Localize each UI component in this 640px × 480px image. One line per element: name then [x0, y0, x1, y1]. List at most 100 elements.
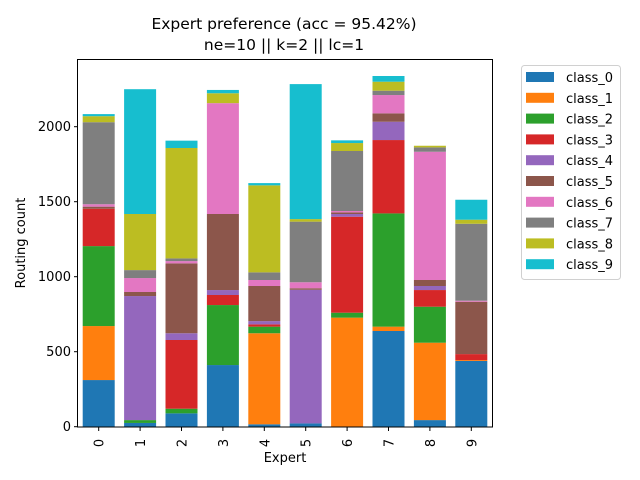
legend-swatch-class_3	[526, 134, 554, 145]
bar-segment-expert-6-class_6	[331, 211, 364, 213]
x-tick-label: 7	[383, 439, 398, 447]
legend-swatch-class_4	[526, 155, 554, 166]
x-tick-label: 4	[258, 439, 273, 447]
bar-segment-expert-4-class_5	[248, 286, 281, 322]
bar-segment-expert-6-class_5	[331, 212, 364, 214]
bar-segment-expert-4-class_6	[248, 280, 281, 286]
bar-segment-expert-9-class_7	[455, 223, 488, 301]
legend-label-class_1: class_1	[566, 92, 613, 107]
bar-segment-expert-6-class_8	[331, 143, 364, 151]
bar-segment-expert-6-class_4	[331, 214, 364, 217]
legend-swatch-class_6	[526, 196, 554, 207]
bar-segment-expert-8-class_0	[413, 420, 446, 427]
bar-segment-expert-0-class_7	[82, 122, 115, 205]
bar-segment-expert-0-class_0	[82, 380, 115, 427]
bar-segment-expert-9-class_0	[455, 361, 488, 427]
bar-segment-expert-1-class_8	[124, 214, 157, 271]
bar-segment-expert-9-class_5	[455, 301, 488, 355]
bar-segment-expert-6-class_3	[331, 216, 364, 313]
legend-label-class_7: class_7	[566, 217, 613, 232]
bar-segment-expert-0-class_3	[82, 208, 115, 247]
bar-segment-expert-8-class_1	[413, 342, 446, 421]
bar-segment-expert-8-class_8	[413, 145, 446, 148]
bar-segment-expert-0-class_6	[82, 204, 115, 207]
y-tick-label: 500	[46, 345, 71, 360]
bar-segment-expert-4-class_8	[248, 185, 281, 273]
bar-segment-expert-0-class_2	[82, 246, 115, 327]
bar-segment-expert-3-class_9	[206, 89, 239, 94]
bar-segment-expert-2-class_4	[165, 333, 198, 340]
legend-label-class_2: class_2	[566, 113, 613, 128]
bar-segment-expert-4-class_9	[248, 183, 281, 186]
x-tick-label: 1	[134, 439, 149, 447]
bar-segment-expert-7-class_2	[372, 213, 405, 327]
bar-segment-expert-4-class_1	[248, 333, 281, 425]
bar-segment-expert-6-class_2	[331, 312, 364, 318]
bar-segment-expert-9-class_3	[455, 354, 488, 361]
bar-segment-expert-4-class_0	[248, 424, 281, 427]
bar-segment-expert-6-class_1	[331, 317, 364, 427]
legend-label-class_5: class_5	[566, 175, 613, 190]
legend-label-class_3: class_3	[566, 133, 613, 148]
x-tick-label: 5	[300, 439, 315, 447]
bar-segment-expert-0-class_9	[82, 114, 115, 117]
bar-segment-expert-7-class_4	[372, 121, 405, 141]
bar-segment-expert-2-class_7	[165, 258, 198, 262]
bar-segment-expert-0-class_5	[82, 206, 115, 209]
bar-segment-expert-5-class_6	[289, 282, 322, 289]
legend-swatch-class_0	[526, 72, 554, 82]
x-tick-label: 9	[465, 439, 480, 447]
chart-title-line1: Expert preference (acc = 95.42%)	[151, 15, 416, 33]
bar-segment-expert-3-class_3	[206, 295, 239, 306]
x-axis-ticks: 0 1 2 3 4 5 6 7 8 9	[93, 427, 480, 447]
bar-segment-expert-4-class_7	[248, 272, 281, 280]
bar-segment-expert-1-class_2	[124, 420, 157, 423]
bar-segment-expert-7-class_8	[372, 81, 405, 91]
bar-segment-expert-7-class_5	[372, 113, 405, 122]
y-tick-label: 0	[63, 420, 71, 435]
legend-label-class_8: class_8	[566, 237, 613, 252]
y-tick-label: 1500	[38, 195, 71, 210]
bar-segment-expert-9-class_1	[455, 360, 488, 361]
legend-label-class_0: class_0	[566, 71, 613, 86]
bar-segment-expert-9-class_6	[455, 300, 488, 302]
bar-segment-expert-4-class_3	[248, 324, 281, 327]
bar-segment-expert-2-class_2	[165, 408, 198, 414]
bar-segment-expert-3-class_2	[206, 305, 239, 366]
bar-segment-expert-7-class_6	[372, 95, 405, 114]
bar-segment-expert-0-class_1	[82, 326, 115, 381]
bar-segment-expert-5-class_5	[289, 288, 322, 290]
bar-segment-expert-5-class_7	[289, 221, 322, 283]
legend-label-class_4: class_4	[566, 154, 613, 169]
legend-swatch-class_2	[526, 113, 554, 124]
bar-segment-expert-2-class_8	[165, 148, 198, 259]
bar-segment-expert-3-class_0	[206, 365, 239, 427]
bar-segment-expert-5-class_9	[289, 84, 322, 220]
bar-segment-expert-4-class_2	[248, 326, 281, 334]
x-axis-label: Expert	[264, 451, 307, 466]
bar-segment-expert-2-class_6	[165, 261, 198, 264]
bar-segment-expert-1-class_7	[124, 270, 157, 279]
bar-segment-expert-8-class_3	[413, 290, 446, 307]
x-tick-label: 8	[424, 439, 439, 447]
bar-segment-expert-0-class_8	[82, 116, 115, 123]
bars-group	[82, 76, 488, 427]
bar-segment-expert-3-class_5	[206, 214, 239, 291]
bar-segment-expert-8-class_6	[413, 151, 446, 280]
x-tick-label: 2	[176, 439, 191, 447]
bar-segment-expert-9-class_8	[455, 219, 488, 224]
bar-segment-expert-2-class_9	[165, 140, 198, 148]
bar-segment-expert-1-class_0	[124, 422, 157, 427]
legend-swatch-class_5	[526, 176, 554, 186]
legend-label-class_6: class_6	[566, 196, 613, 211]
legend-label-class_9: class_9	[566, 258, 613, 273]
bar-segment-expert-8-class_2	[413, 306, 446, 343]
y-axis-ticks: 0 500 1000 1500 2000	[38, 120, 78, 435]
bar-segment-expert-7-class_3	[372, 140, 405, 214]
legend-swatch-class_9	[526, 259, 554, 270]
bar-segment-expert-6-class_7	[331, 151, 364, 211]
bar-segment-expert-3-class_6	[206, 103, 239, 214]
bar-segment-expert-5-class_4	[289, 289, 322, 424]
bar-segment-expert-8-class_4	[413, 286, 446, 291]
bar-segment-expert-1-class_9	[124, 89, 157, 214]
